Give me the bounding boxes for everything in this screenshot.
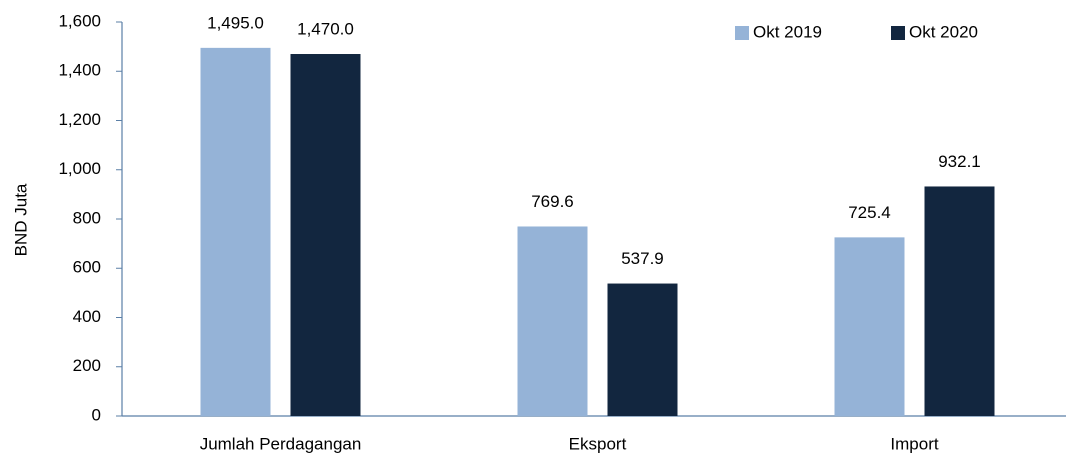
y-tick-label: 200 (73, 356, 101, 375)
data-label: 1,470.0 (297, 19, 354, 38)
data-label: 725.4 (848, 203, 891, 222)
data-label: 537.9 (621, 249, 664, 268)
y-tick-label: 1,200 (58, 110, 101, 129)
bar (924, 186, 995, 416)
data-label: 1,495.0 (207, 13, 264, 32)
y-tick-label: 600 (73, 258, 101, 277)
legend-label: Okt 2019 (753, 22, 822, 41)
y-tick-label: 1,400 (58, 61, 101, 80)
y-tick-label: 800 (73, 208, 101, 227)
bar (517, 226, 588, 416)
y-axis-label: BND Juta (11, 183, 30, 256)
legend-swatch (891, 26, 905, 40)
bar (200, 47, 271, 416)
bar (290, 54, 361, 416)
data-label: 932.1 (938, 152, 981, 171)
x-tick-label: Eksport (569, 434, 627, 453)
legend-label: Okt 2020 (909, 22, 978, 41)
bar (607, 283, 678, 416)
data-label: 769.6 (531, 192, 574, 211)
x-tick-label: Import (890, 434, 938, 453)
y-tick-label: 1,600 (58, 11, 101, 30)
y-tick-label: 400 (73, 307, 101, 326)
y-tick-label: 0 (92, 405, 101, 424)
x-tick-label: Jumlah Perdagangan (200, 434, 362, 453)
legend-swatch (735, 26, 749, 40)
y-tick-label: 1,000 (58, 159, 101, 178)
bar (834, 237, 905, 416)
